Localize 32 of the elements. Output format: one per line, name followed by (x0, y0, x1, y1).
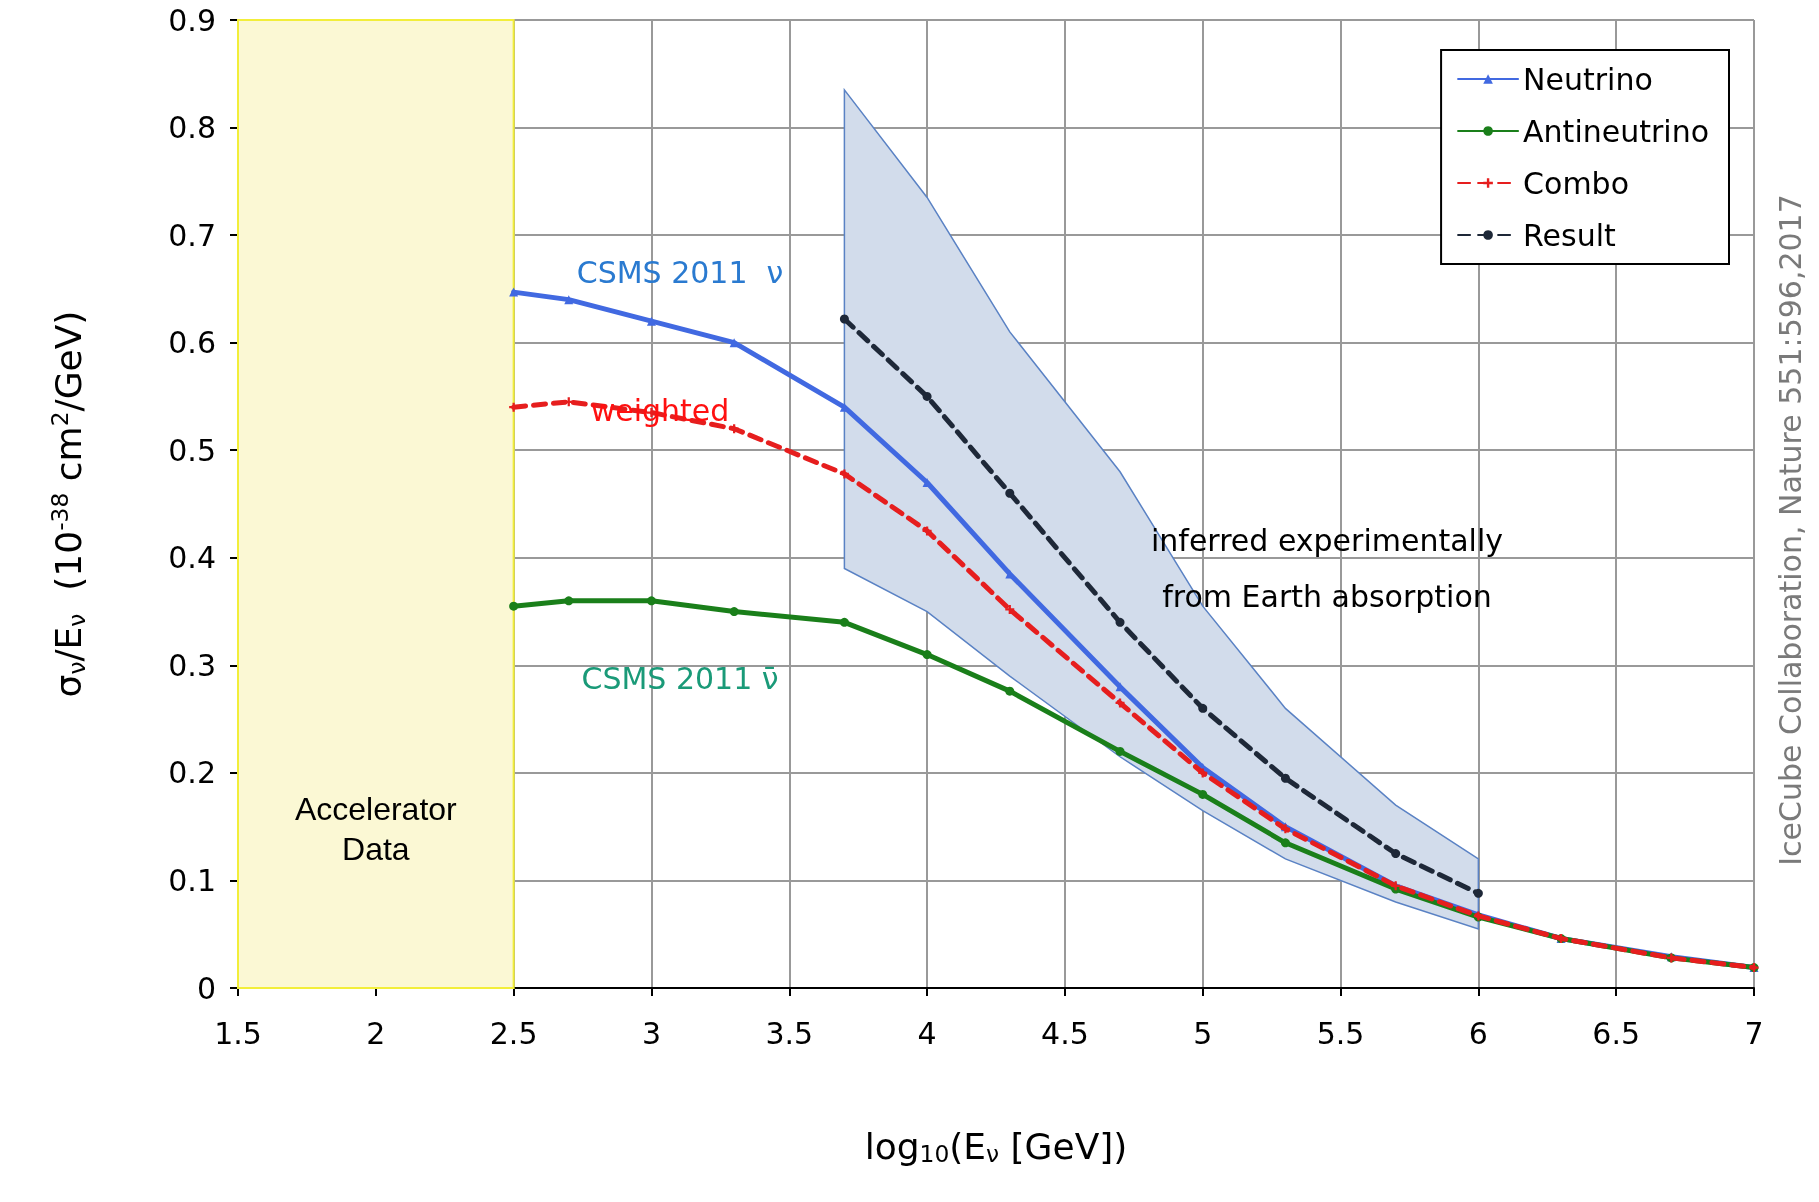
y-tick-label: 0.1 (168, 862, 216, 898)
x-tick-label: 5.5 (1316, 1015, 1365, 1051)
legend-label: Antineutrino (1523, 113, 1709, 149)
x-tick-label: 7 (1744, 1015, 1764, 1051)
x-tick-label: 4.5 (1041, 1015, 1089, 1051)
x-tick-label: 2.5 (489, 1015, 538, 1051)
legend-label: Result (1523, 217, 1617, 253)
x-tick-label: 6.5 (1592, 1015, 1641, 1051)
y-tick-label: 0.8 (168, 110, 216, 146)
y-tick-label: 0.7 (168, 217, 216, 253)
x-tick-label: 3.5 (765, 1015, 814, 1051)
legend-label: Combo (1523, 165, 1630, 201)
x-tick-label: 6 (1468, 1015, 1488, 1051)
annotation: CSMS 2011 ν̄ (581, 660, 779, 696)
y-tick-label: 0.3 (168, 647, 216, 683)
annotation: CSMS 2011 ν (576, 254, 784, 290)
y-tick-label: 0.4 (168, 540, 216, 576)
legend-label: Neutrino (1523, 61, 1653, 97)
y-tick-label: 0.9 (168, 2, 216, 38)
x-tick-label: 5 (1193, 1015, 1213, 1051)
x-tick-label: 1.5 (214, 1015, 262, 1051)
x-tick-label: 3 (641, 1015, 661, 1051)
band-label: Accelerator Data (294, 791, 458, 867)
y-tick-label: 0.5 (168, 432, 216, 468)
text: IceCube Collaboration, Nature 551:596,2017 (1772, 194, 1808, 866)
x-tick-label: 4 (917, 1015, 937, 1051)
x-tick-label: 2 (366, 1015, 386, 1051)
y-tick-label: 0.6 (168, 325, 216, 361)
y-tick-label: 0.2 (168, 755, 216, 791)
text: σν/Eν (10-38 cm2/GeV) (46, 310, 91, 698)
x-axis-title: log10(Eν [GeV]) (864, 1126, 1128, 1168)
y-tick-label: 0 (196, 970, 216, 1006)
